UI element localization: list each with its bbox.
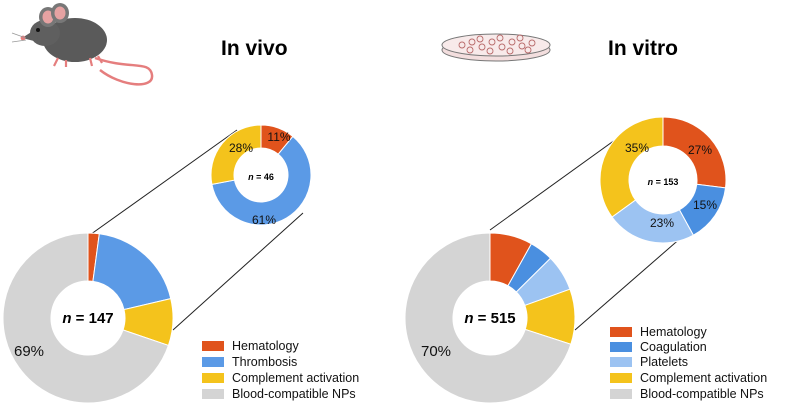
slice-label-in-vitro-inset-complement: 35% xyxy=(625,141,649,155)
slice-label-in-vitro-inset-coagulation: 15% xyxy=(693,198,717,212)
legend-label-thrombosis: Thrombosis xyxy=(232,355,297,369)
slice-label-in-vivo-inset-thrombosis: 61% xyxy=(252,213,276,227)
in-vivo-slice-thrombosis xyxy=(92,233,172,311)
legend-swatch-hematology xyxy=(202,341,224,351)
center-label-in-vivo-inset: n = 46 xyxy=(248,172,274,182)
petri-dish-icon xyxy=(441,33,551,62)
legend-swatch-blood-compatible xyxy=(202,389,224,399)
slice-label-in-vitro-blood-compatible: 70% xyxy=(421,343,451,360)
legend-in-vitro xyxy=(610,327,632,399)
legend-label-complement: Complement activation xyxy=(232,371,359,385)
legend-swatch-hematology xyxy=(610,327,632,337)
in-vivo-inset-slice-thrombosis xyxy=(211,135,312,226)
slice-label-in-vivo-blood-compatible: 69% xyxy=(14,343,44,360)
legend-swatch-thrombosis xyxy=(202,357,224,367)
legend-swatch-complement xyxy=(610,373,632,383)
legend-label-complement: Complement activation xyxy=(640,371,767,385)
slice-label-in-vitro-inset-hematology: 27% xyxy=(688,143,712,157)
connector-line-in-vivo-bottom xyxy=(172,212,304,331)
donut-in-vivo-overall xyxy=(2,232,174,404)
legend-in-vivo xyxy=(202,341,224,399)
in-vitro-inset-slice-complement-activation xyxy=(599,116,664,218)
center-label-in-vitro: n = 515 xyxy=(464,310,515,327)
slice-label-in-vitro-inset-platelets: 23% xyxy=(650,216,674,230)
legend-swatch-blood-compatible xyxy=(610,389,632,399)
legend-swatch-complement xyxy=(202,373,224,383)
legend-swatch-platelets xyxy=(610,357,632,367)
center-label-in-vitro-inset: n = 153 xyxy=(648,177,679,187)
in-vitro-inset-slice-hematology xyxy=(662,116,727,189)
legend-label-hematology: Hematology xyxy=(232,339,299,353)
donut-in-vivo-inset xyxy=(210,124,312,226)
in-vitro-slice-blood-compatible-nps xyxy=(404,232,572,404)
in-vivo-inset-slice-complement-activation xyxy=(210,124,262,185)
donut-in-vitro-inset xyxy=(599,116,727,244)
slice-label-in-vivo-inset-hematology: 11% xyxy=(267,130,290,144)
legend-label-platelets: Platelets xyxy=(640,355,688,369)
slice-label-in-vivo-inset-complement: 28% xyxy=(229,141,253,155)
legend-swatch-coagulation xyxy=(610,342,632,352)
connector-line-in-vitro-top xyxy=(489,126,634,231)
legend-label-blood-compatible: Blood-compatible NPs xyxy=(640,387,764,401)
panel-title-in-vitro: In vitro xyxy=(608,37,678,60)
legend-label-hematology: Hematology xyxy=(640,325,707,339)
in-vivo-slice-blood-compatible-nps xyxy=(2,232,170,404)
mouse-icon xyxy=(11,3,154,86)
connector-line-in-vivo-top xyxy=(86,129,238,238)
donut-in-vitro-overall xyxy=(404,232,576,404)
panel-title-in-vivo: In vivo xyxy=(221,37,288,60)
legend-label-coagulation: Coagulation xyxy=(640,340,707,354)
legend-label-blood-compatible: Blood-compatible NPs xyxy=(232,387,356,401)
center-label-in-vivo: n = 147 xyxy=(62,310,113,327)
